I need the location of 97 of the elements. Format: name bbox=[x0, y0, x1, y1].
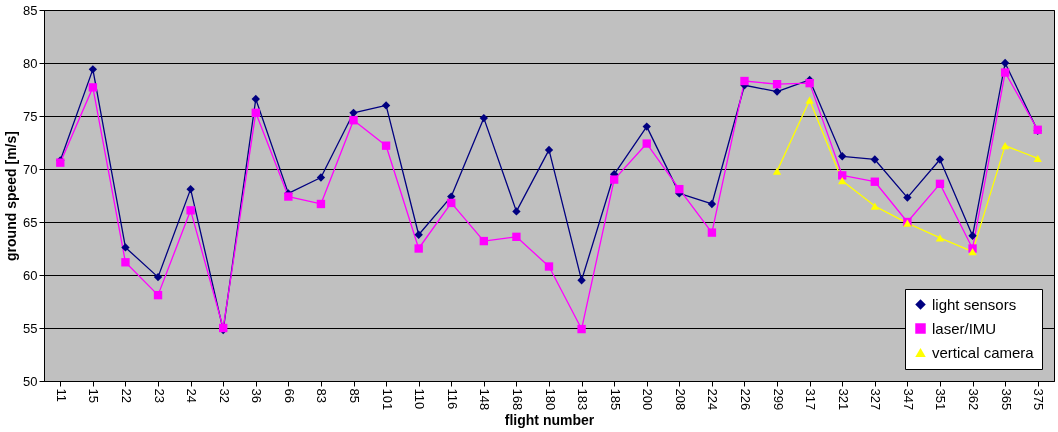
point bbox=[381, 101, 391, 110]
x-tick-label: 110 bbox=[412, 388, 428, 410]
point bbox=[512, 207, 521, 216]
x-tick-label: 22 bbox=[118, 388, 134, 403]
x-tick-label: 317 bbox=[803, 388, 819, 411]
x-tick-label: 299 bbox=[770, 388, 786, 411]
legend-label: light sensors bbox=[932, 295, 1017, 313]
x-tick-label: 24 bbox=[184, 388, 200, 403]
point bbox=[740, 76, 749, 86]
y-tick-label: 60 bbox=[23, 267, 38, 283]
point bbox=[512, 232, 521, 242]
point bbox=[414, 230, 423, 239]
x-axis-title: flight number bbox=[504, 412, 595, 429]
point bbox=[707, 228, 717, 237]
point bbox=[870, 155, 879, 164]
point bbox=[772, 167, 782, 175]
point bbox=[121, 243, 130, 252]
x-tick-label: 365 bbox=[998, 388, 1014, 411]
y-axis-title: ground speed [m/s] bbox=[3, 131, 20, 261]
x-tick-label: 168 bbox=[509, 388, 525, 411]
point bbox=[88, 65, 98, 74]
point bbox=[544, 262, 554, 271]
x-tick-label: 66 bbox=[281, 388, 297, 403]
x-tick-label: 15 bbox=[86, 388, 102, 403]
point bbox=[968, 231, 977, 240]
x-tick-label: 23 bbox=[151, 388, 167, 403]
x-tick-label: 36 bbox=[249, 388, 265, 403]
x-tick-label: 321 bbox=[835, 388, 851, 411]
point bbox=[675, 184, 684, 194]
x-tick-label: 200 bbox=[640, 388, 656, 411]
point bbox=[1000, 68, 1010, 77]
point bbox=[1033, 154, 1042, 163]
point bbox=[186, 206, 195, 215]
x-tick-label: 183 bbox=[575, 388, 591, 411]
x-tick-label: 185 bbox=[607, 388, 623, 411]
y-tick-label: 80 bbox=[23, 55, 38, 71]
point bbox=[772, 87, 782, 96]
x-tick-label: 148 bbox=[477, 388, 493, 411]
x-tick-label: 116 bbox=[444, 388, 460, 410]
point bbox=[349, 116, 358, 125]
point bbox=[479, 113, 489, 123]
point bbox=[316, 199, 326, 209]
x-tick-label: 11 bbox=[53, 388, 69, 402]
point bbox=[935, 155, 945, 164]
x-tick-label: 101 bbox=[379, 388, 395, 411]
point bbox=[251, 94, 260, 104]
point bbox=[381, 141, 391, 150]
x-tick-label: 83 bbox=[314, 388, 330, 403]
x-tick-label: 347 bbox=[900, 388, 916, 411]
y-tick-label: 50 bbox=[23, 373, 38, 389]
point bbox=[447, 198, 456, 208]
y-tick-label: 55 bbox=[23, 320, 38, 336]
y-tick-label: 85 bbox=[23, 2, 38, 18]
point bbox=[968, 248, 977, 256]
x-tick-label: 226 bbox=[737, 388, 753, 411]
point bbox=[577, 276, 586, 285]
y-tick-label: 75 bbox=[23, 108, 38, 124]
point bbox=[479, 236, 489, 246]
point bbox=[935, 179, 945, 189]
point bbox=[153, 290, 163, 300]
x-tick-label: 351 bbox=[933, 388, 949, 411]
point bbox=[121, 258, 130, 267]
point bbox=[838, 171, 847, 180]
point bbox=[903, 193, 912, 202]
y-tick-label: 65 bbox=[23, 214, 38, 230]
point bbox=[544, 145, 554, 155]
legend-label: vertical camera bbox=[932, 343, 1035, 361]
y-tick-label: 70 bbox=[23, 161, 38, 177]
point bbox=[870, 177, 879, 186]
x-tick-label: 85 bbox=[347, 388, 363, 403]
point bbox=[609, 175, 619, 184]
point bbox=[577, 324, 586, 334]
point bbox=[88, 83, 98, 92]
point bbox=[642, 122, 651, 131]
x-tick-label: 208 bbox=[672, 388, 688, 411]
point bbox=[251, 108, 260, 117]
legend-label: laser/IMU bbox=[932, 319, 997, 337]
x-tick-label: 224 bbox=[705, 388, 721, 411]
x-tick-label: 327 bbox=[868, 388, 884, 411]
point bbox=[772, 80, 782, 89]
x-tick-label: 180 bbox=[542, 388, 558, 411]
point bbox=[642, 139, 651, 148]
x-tick-label: 32 bbox=[216, 388, 232, 403]
point bbox=[707, 199, 717, 209]
point bbox=[838, 152, 847, 161]
point bbox=[186, 184, 195, 194]
point bbox=[1000, 142, 1010, 150]
point bbox=[1000, 58, 1010, 68]
x-tick-label: 375 bbox=[1031, 388, 1047, 411]
point bbox=[414, 244, 423, 253]
point bbox=[870, 202, 879, 210]
point bbox=[153, 272, 163, 282]
point bbox=[838, 177, 847, 185]
point bbox=[316, 173, 326, 182]
x-tick-label: 362 bbox=[966, 388, 982, 411]
point bbox=[805, 96, 814, 104]
point bbox=[935, 234, 945, 242]
